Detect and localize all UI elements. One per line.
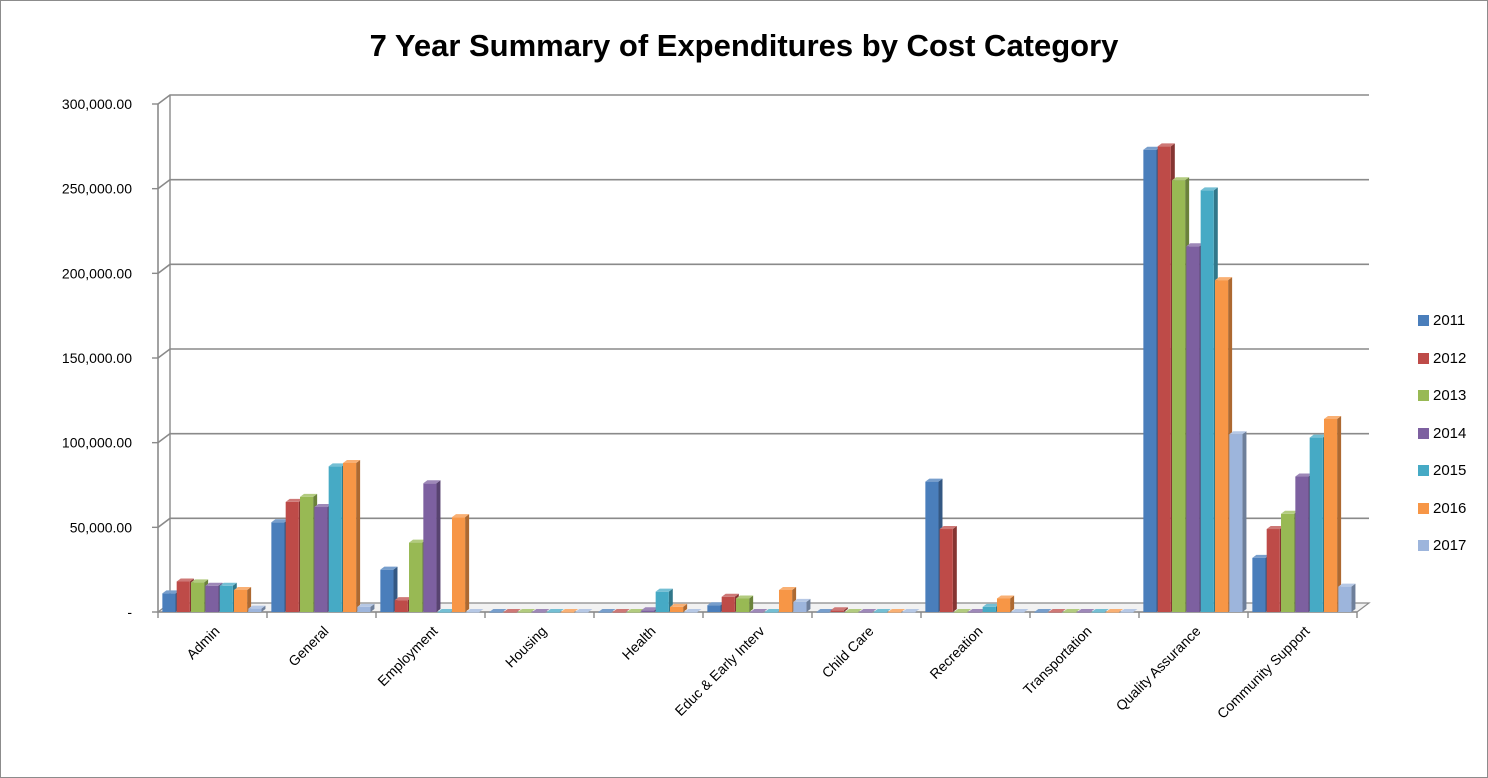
x-tick-label: Child Care <box>819 623 877 681</box>
bars <box>162 143 1356 613</box>
legend: 2011 2012 2013 2014 2015 2016 2017 <box>1418 302 1484 565</box>
bar <box>233 586 252 612</box>
bar <box>1034 609 1052 613</box>
y-tick-label: 200,000.00 <box>62 265 132 281</box>
legend-item: 2013 <box>1418 377 1484 415</box>
bar <box>902 609 920 613</box>
bar <box>1091 609 1109 613</box>
bar <box>489 609 507 613</box>
bar <box>627 609 645 613</box>
bar <box>1077 609 1095 613</box>
bar <box>546 609 564 613</box>
bar <box>873 609 891 613</box>
x-tick-labels: Admin General Employment Housing Health Educ … <box>183 623 1312 722</box>
bar <box>764 609 782 613</box>
bar <box>1323 415 1342 612</box>
bar <box>816 609 834 613</box>
bar <box>503 609 521 613</box>
bar <box>466 609 484 613</box>
bar <box>1338 583 1356 612</box>
y-tick-label: 300,000.00 <box>62 96 132 112</box>
x-tick-label: Transportation <box>1020 623 1095 698</box>
y-tick-label: 250,000.00 <box>62 181 132 197</box>
legend-swatch <box>1418 502 1429 514</box>
bar <box>575 609 593 613</box>
x-tick-label: General <box>285 623 332 670</box>
y-tick-labels: - 50,000.00 100,000.00 150,000.00 200,000.00… <box>62 96 132 620</box>
legend-item: 2011 <box>1418 302 1484 340</box>
bar <box>1105 609 1124 613</box>
bar <box>612 609 630 613</box>
y-tick-label: 100,000.00 <box>62 435 132 451</box>
legend-swatch <box>1418 352 1429 364</box>
x-tick-label: Educ & Early Interv <box>672 623 768 719</box>
legend-swatch <box>1418 540 1429 552</box>
legend-label: 2015 <box>1433 462 1467 480</box>
bar <box>996 595 1015 612</box>
y-tick-label: - <box>127 604 132 620</box>
bar <box>598 609 616 613</box>
bar <box>684 609 702 613</box>
bar <box>968 609 986 613</box>
bar <box>736 595 754 612</box>
bar <box>248 605 266 612</box>
bar <box>451 514 470 612</box>
x-tick-label: Quality Assurance <box>1113 623 1204 714</box>
legend-label: 2014 <box>1433 424 1467 442</box>
bar <box>939 526 957 612</box>
legend-label: 2017 <box>1433 537 1467 555</box>
legend-swatch <box>1418 427 1429 439</box>
x-tick-label: Admin <box>183 623 222 662</box>
bar <box>655 588 673 612</box>
bar <box>845 609 863 613</box>
legend-swatch <box>1418 465 1429 477</box>
legend-label: 2012 <box>1433 349 1467 367</box>
chart-title: 7 Year Summary of Expenditures by Cost C… <box>369 28 1119 63</box>
legend-item: 2014 <box>1418 415 1484 453</box>
x-tick-label: Health <box>619 623 659 663</box>
bar <box>423 480 441 612</box>
bar <box>437 609 455 613</box>
bar <box>357 603 375 612</box>
legend-label: 2011 <box>1433 312 1466 330</box>
legend-label: 2016 <box>1433 499 1467 517</box>
legend-item: 2015 <box>1418 452 1484 490</box>
bar <box>925 478 943 612</box>
bar <box>1048 609 1066 613</box>
legend-item: 2016 <box>1418 490 1484 528</box>
bar <box>1011 609 1029 613</box>
bar <box>1063 609 1081 613</box>
gridline <box>157 94 1369 105</box>
bar <box>859 609 877 613</box>
x-tick-label: Housing <box>502 623 550 671</box>
legend-label: 2013 <box>1433 387 1467 405</box>
bar <box>750 609 768 613</box>
bar <box>793 598 811 612</box>
x-tick-label: Recreation <box>926 623 985 682</box>
bar <box>830 607 848 612</box>
bar <box>532 609 550 613</box>
legend-swatch <box>1418 390 1429 402</box>
bar <box>1229 431 1247 612</box>
bar <box>342 459 361 612</box>
x-tick-label: Community Support <box>1214 623 1313 722</box>
bar <box>887 609 906 613</box>
bar <box>669 603 688 612</box>
bar <box>518 609 536 613</box>
legend-item: 2012 <box>1418 340 1484 378</box>
y-tick-label: 150,000.00 <box>62 350 132 366</box>
bar <box>1120 609 1138 613</box>
legend-swatch <box>1418 315 1429 327</box>
bar <box>954 609 972 613</box>
y-tick-label: 50,000.00 <box>70 519 132 535</box>
bar <box>560 609 579 613</box>
legend-item: 2017 <box>1418 527 1484 565</box>
x-tick-label: Employment <box>374 623 440 689</box>
